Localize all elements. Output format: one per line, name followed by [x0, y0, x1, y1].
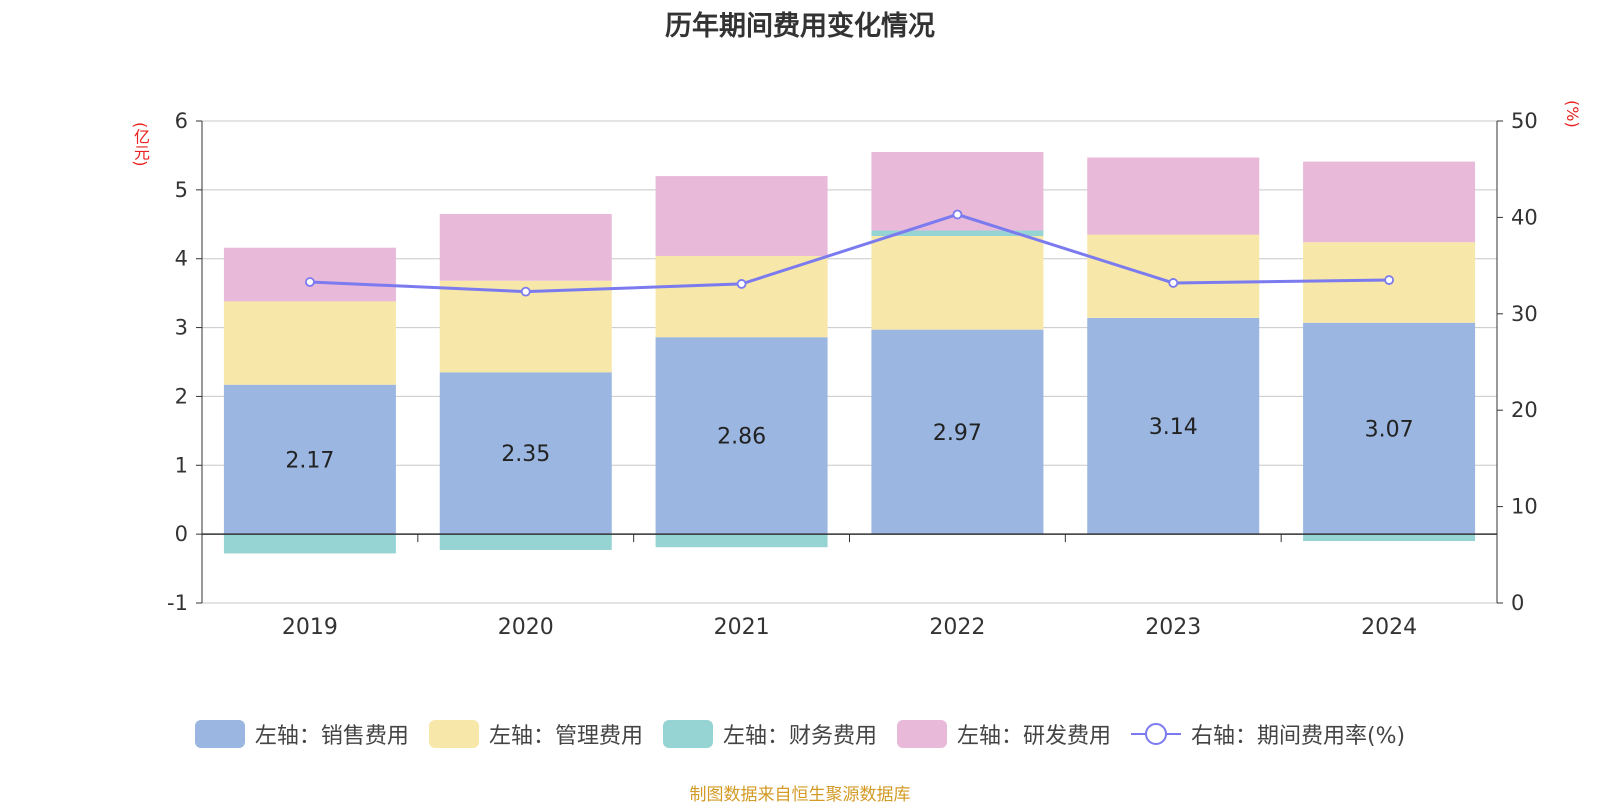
bar-data-label: 2.97 — [933, 421, 982, 446]
expense-ratio-point — [520, 286, 531, 297]
left-axis-tick-label: -1 — [167, 591, 188, 615]
right-axis-unit: (%) — [1563, 100, 1582, 128]
legend: 左轴：销售费用 左轴：管理费用 左轴：财务费用 左轴：研发费用 右轴：期间费用率… — [0, 718, 1600, 750]
left-axis-unit: (亿元) — [131, 122, 150, 167]
legend-item-sales[interactable]: 左轴：销售费用 — [194, 718, 409, 750]
legend-swatch-finance — [662, 720, 713, 748]
left-axis-tick-label: 6 — [175, 109, 188, 133]
left-axis-tick-label: 4 — [175, 247, 188, 271]
bar-finance — [223, 534, 396, 554]
bar-admin — [223, 301, 396, 385]
right-axis-tick-label: 0 — [1511, 591, 1524, 615]
bar-sales — [439, 372, 612, 535]
left-axis-tick-label: 3 — [175, 316, 188, 340]
expense-ratio-point — [1168, 278, 1179, 288]
expense-ratio-point — [952, 209, 963, 220]
chart-svg: -1 0 1 2 3 4 5 6 0 10 20 30 40 50 2.17 2019 2.35 2020 2.86… — [167, 109, 1538, 640]
bar-admin — [871, 235, 1044, 330]
bar-admin — [655, 255, 828, 338]
legend-swatch-sales — [194, 720, 245, 748]
bar-rnd — [1087, 157, 1260, 235]
data-source-note: 制图数据来自恒生聚源数据库 — [689, 785, 911, 805]
expense-ratio-point — [1384, 275, 1394, 285]
x-axis-tick-label: 2021 — [714, 615, 770, 640]
legend-label-finance: 左轴：财务费用 — [722, 724, 877, 749]
bar-data-label: 2.35 — [501, 442, 550, 467]
legend-label-expense-ratio: 右轴：期间费用率(%) — [1190, 724, 1406, 749]
legend-label-admin: 左轴：管理费用 — [488, 724, 643, 749]
bar-finance — [1303, 534, 1476, 542]
legend-item-expense-ratio[interactable]: 右轴：期间费用率(%) — [1130, 718, 1406, 750]
right-axis-tick-label: 40 — [1511, 205, 1538, 229]
bar-data-label: 2.17 — [285, 448, 334, 473]
bar-finance — [871, 230, 1044, 236]
bar-data-label: 3.14 — [1149, 415, 1198, 440]
bar-sales — [1087, 317, 1260, 535]
bar-sales — [871, 329, 1044, 535]
bar-admin — [1087, 234, 1260, 318]
bar-rnd — [655, 176, 828, 256]
expense-ratio-line — [309, 212, 1390, 294]
x-axis-tick-label: 2022 — [929, 615, 985, 640]
right-axis-tick-label: 10 — [1511, 495, 1538, 519]
bar-rnd — [1303, 161, 1476, 243]
x-axis-tick-label: 2024 — [1361, 615, 1417, 640]
right-axis-tick-label: 30 — [1511, 302, 1538, 326]
legend-swatch-rnd — [896, 720, 947, 748]
x-axis-tick-label: 2023 — [1145, 615, 1201, 640]
bar-rnd — [223, 247, 396, 302]
expense-ratio-point — [305, 277, 315, 287]
left-axis-tick-label: 2 — [175, 384, 188, 408]
left-axis-tick-label: 0 — [175, 522, 188, 546]
bar-sales — [223, 384, 396, 535]
legend-label-sales: 左轴：销售费用 — [254, 724, 409, 749]
legend-swatch-expense-ratio — [1130, 720, 1181, 748]
legend-item-rnd[interactable]: 左轴：研发费用 — [896, 718, 1111, 750]
left-axis-tick-label: 1 — [175, 453, 188, 477]
bar-sales — [1303, 322, 1476, 535]
bar-data-label: 3.07 — [1365, 417, 1414, 442]
x-axis-tick-label: 2019 — [282, 615, 338, 640]
bar-finance — [439, 534, 612, 550]
bar-data-label: 2.86 — [717, 425, 766, 450]
x-axis-tick-label: 2020 — [498, 615, 554, 640]
right-axis-tick-label: 20 — [1511, 398, 1538, 422]
chart-title: 历年期间费用变化情况 — [665, 11, 935, 42]
right-axis-tick-label: 50 — [1511, 109, 1538, 133]
expense-ratio-point — [736, 279, 747, 289]
legend-item-finance[interactable]: 左轴：财务费用 — [662, 718, 877, 750]
legend-item-admin[interactable]: 左轴：管理费用 — [428, 718, 643, 750]
bar-finance — [655, 534, 828, 548]
left-axis-tick-label: 5 — [175, 178, 188, 202]
legend-swatch-admin — [428, 720, 479, 748]
legend-label-rnd: 左轴：研发费用 — [956, 724, 1111, 749]
bar-sales — [655, 337, 828, 535]
bar-rnd — [439, 213, 612, 281]
